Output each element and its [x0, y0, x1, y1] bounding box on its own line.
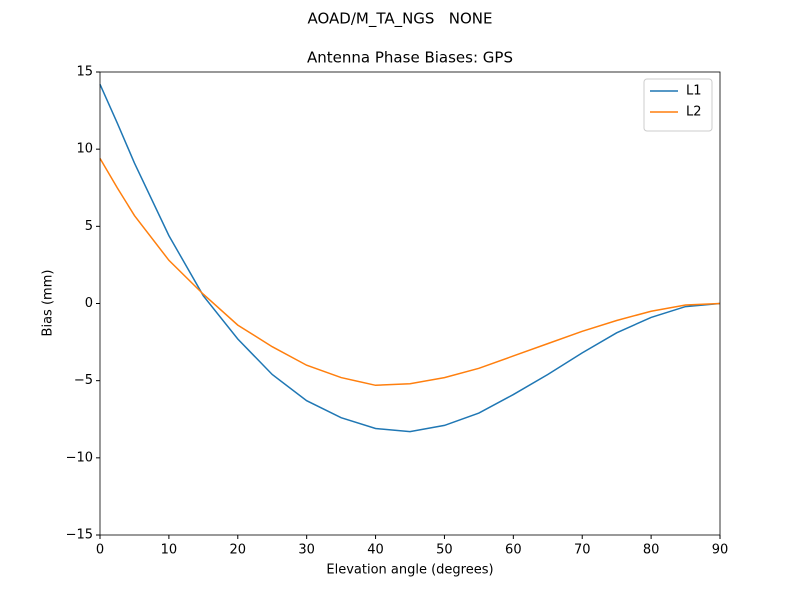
y-tick-label: 0 [85, 296, 93, 311]
x-tick-label: 70 [574, 543, 591, 558]
x-tick-label: 40 [367, 543, 384, 558]
x-axis-label: Elevation angle (degrees) [326, 563, 493, 578]
x-tick-label: 10 [161, 543, 178, 558]
legend-box [643, 78, 713, 132]
y-axis-label: Bias (mm) [41, 270, 56, 337]
series-line [99, 158, 721, 387]
y-tick-label: −10 [66, 450, 93, 465]
chart-title: Antenna Phase Biases: GPS [307, 49, 513, 67]
y-tick-label: −5 [74, 373, 93, 388]
x-tick-label: 90 [712, 543, 729, 558]
x-tick-label: 0 [96, 543, 104, 558]
legend-label: L2 [686, 105, 702, 120]
suptitle: AOAD/M_TA_NGS NONE [307, 10, 492, 29]
x-tick-label: 50 [436, 543, 453, 558]
y-tick-label: −15 [66, 528, 93, 543]
y-tick-label: 15 [76, 65, 93, 80]
y-tick-label: 5 [85, 219, 93, 234]
legend-label: L1 [686, 84, 702, 99]
x-tick-label: 60 [505, 543, 522, 558]
series-line [99, 84, 721, 433]
x-tick-label: 80 [643, 543, 660, 558]
plot-frame [99, 71, 721, 536]
y-tick-label: 10 [76, 142, 93, 157]
x-tick-label: 20 [230, 543, 247, 558]
x-tick-label: 30 [298, 543, 315, 558]
